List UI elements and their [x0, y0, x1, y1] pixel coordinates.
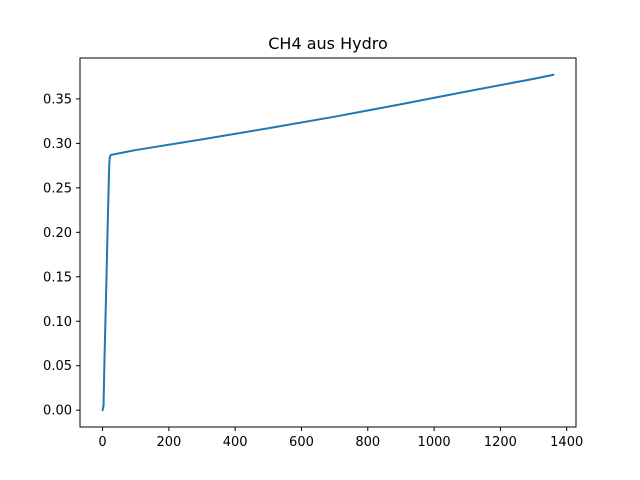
x-tick-label: 800	[355, 435, 380, 450]
x-tick-label: 600	[289, 435, 314, 450]
y-tick-label: 0.00	[43, 404, 72, 419]
x-axis: 0 200 400 600 800 1000 1200 1400	[98, 427, 583, 450]
y-tick-label: 0.25	[43, 181, 72, 196]
x-tick-label: 200	[156, 435, 181, 450]
y-tick-label: 0.35	[43, 92, 72, 107]
x-tick-label: 0	[98, 435, 106, 450]
chart-title: CH4 aus Hydro	[268, 34, 388, 53]
series-line	[101, 73, 555, 412]
x-tick-label: 1000	[418, 435, 451, 450]
x-tick-label: 1400	[550, 435, 583, 450]
y-tick-label: 0.30	[43, 137, 72, 152]
y-tick-label: 0.20	[43, 226, 72, 241]
y-tick-label: 0.05	[43, 359, 72, 374]
y-tick-label: 0.10	[43, 315, 72, 330]
x-tick-label: 1200	[484, 435, 517, 450]
y-axis: 0.00 0.05 0.10 0.15 0.20 0.25 0.30 0.35	[43, 92, 80, 419]
plot-area-frame	[79, 57, 577, 428]
x-tick-label: 400	[223, 435, 248, 450]
y-tick-label: 0.15	[43, 270, 72, 285]
